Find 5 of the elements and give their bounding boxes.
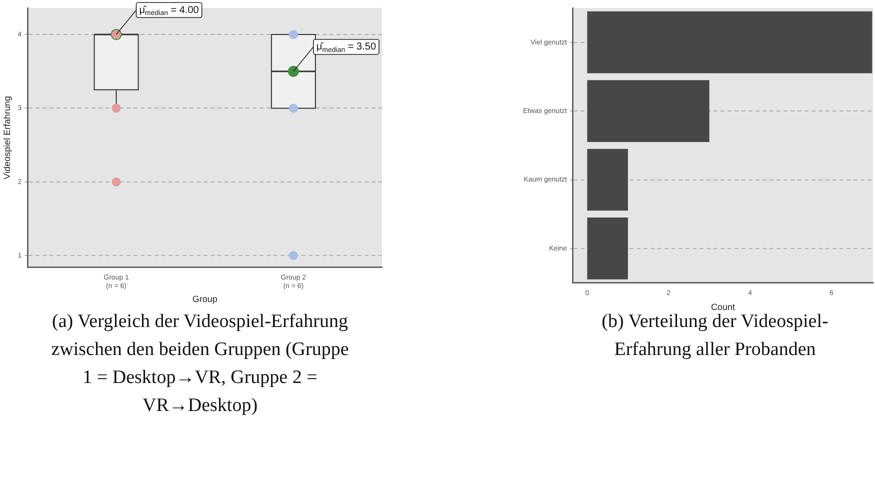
text: (b) Verteilung der Videospiel-Erfahrung aller Probanden bbox=[600, 310, 830, 362]
x-axis-title: Group bbox=[192, 294, 218, 304]
text: (a) Vergleich der Videospiel-Erfahrung zwischen den beiden Gruppen (Gruppe 1 = Desktop→VR, Gruppe 2 = VR→Desktop) bbox=[50, 310, 350, 418]
x-axis-title: Count bbox=[710, 302, 736, 312]
y-axis-title: Videospiel Erfahrung bbox=[2, 96, 12, 180]
